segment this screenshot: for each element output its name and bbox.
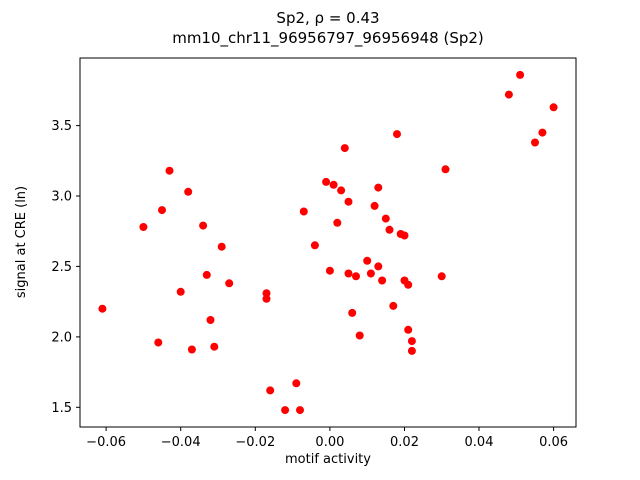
data-point: [366, 269, 375, 278]
data-point: [393, 130, 401, 139]
data-point: [165, 166, 174, 175]
data-point: [404, 325, 413, 334]
y-tick-label: 2.0: [51, 330, 72, 345]
data-point: [363, 256, 372, 265]
x-tick-label: 0.00: [315, 435, 344, 450]
data-point: [374, 262, 383, 271]
data-point: [158, 206, 166, 215]
data-point: [549, 103, 558, 112]
plot-subtitle: mm10_chr11_96956797_96956948 (Sp2): [172, 29, 484, 48]
data-point: [296, 406, 304, 415]
data-point: [352, 272, 360, 281]
data-point: [378, 276, 387, 285]
x-axis-ticks: −0.06 −0.04 −0.02 0.00 0.02 0.04 0.06: [86, 427, 568, 450]
y-tick-label: 3.0: [51, 190, 72, 205]
data-point: [206, 316, 215, 324]
data-point: [184, 187, 193, 196]
data-point: [389, 301, 398, 310]
data-point: [262, 294, 271, 303]
data-point: [187, 345, 196, 354]
data-point: [348, 308, 357, 317]
data-point: [154, 338, 163, 347]
data-point: [329, 180, 338, 189]
x-tick-label: −0.06: [86, 435, 126, 450]
y-axis-label: signal at CRE (ln): [14, 186, 29, 298]
data-point: [504, 90, 513, 99]
data-point: [199, 221, 208, 230]
plot-title: Sp2, ρ = 0.43: [276, 9, 379, 27]
data-point: [344, 269, 353, 278]
y-axis-ticks: 1.5 2.0 2.5 3.0 3.5: [51, 119, 80, 416]
data-point: [437, 272, 446, 281]
data-point: [516, 70, 525, 79]
data-point: [325, 266, 334, 275]
data-point: [98, 304, 107, 313]
data-point: [340, 144, 349, 153]
data-points: [98, 70, 558, 415]
data-point: [381, 214, 390, 223]
x-axis-label: motif activity: [285, 452, 371, 467]
data-point: [299, 207, 308, 216]
data-point: [310, 241, 319, 250]
data-point: [225, 279, 234, 288]
x-tick-label: −0.04: [161, 435, 201, 450]
data-point: [531, 138, 539, 147]
data-point: [281, 406, 290, 415]
x-tick-label: 0.02: [390, 435, 419, 450]
data-point: [385, 225, 394, 234]
x-tick-label: 0.06: [539, 435, 568, 450]
data-point: [210, 342, 219, 351]
data-point: [374, 183, 383, 192]
data-point: [337, 186, 346, 195]
data-point: [333, 218, 342, 227]
data-point: [322, 177, 331, 186]
data-point: [407, 346, 416, 355]
x-tick-label: −0.02: [235, 435, 275, 450]
data-point: [139, 223, 148, 231]
data-point: [441, 165, 450, 174]
data-point: [176, 287, 185, 296]
y-tick-label: 3.5: [51, 119, 72, 134]
axes-frame: [79, 57, 577, 428]
data-point: [262, 289, 271, 298]
data-point: [355, 331, 364, 340]
data-point: [266, 386, 275, 395]
data-point: [538, 128, 547, 137]
data-point: [217, 242, 226, 251]
data-point: [400, 231, 409, 240]
data-point: [370, 201, 379, 210]
data-point: [292, 379, 301, 388]
data-point: [407, 337, 416, 346]
data-point: [202, 270, 211, 279]
data-point: [344, 197, 353, 206]
y-tick-label: 2.5: [51, 260, 72, 275]
x-tick-label: 0.04: [465, 435, 494, 450]
y-tick-label: 1.5: [51, 401, 72, 416]
data-point: [404, 280, 413, 289]
